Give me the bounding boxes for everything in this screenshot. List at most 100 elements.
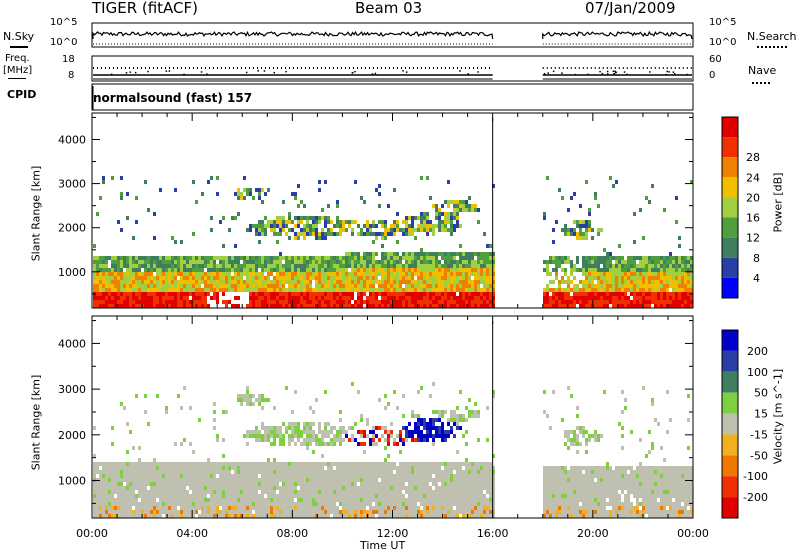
nave-dot: [165, 70, 168, 72]
cpid-panel-frame: [91, 83, 694, 111]
power-colorbar-swatch: [722, 257, 738, 278]
power-colorbar-tick: 20: [746, 191, 760, 204]
freq-panel-frame: [91, 55, 694, 82]
power-heatmap: [93, 176, 693, 308]
nave-dot: [206, 73, 208, 75]
freq-tick-bottom: 8: [68, 70, 75, 81]
velocity-heatmap: [93, 382, 693, 518]
nave-dot: [402, 70, 404, 72]
power-colorbar-tick: 28: [746, 151, 760, 164]
ytick-label: 2000: [58, 429, 86, 442]
nave-dot: [129, 71, 131, 73]
nave-dot: [615, 71, 617, 74]
nave-dot: [607, 73, 609, 75]
xaxis-title: Time UT: [360, 539, 406, 552]
nave-dot: [183, 73, 185, 76]
velocity-colorbar-tick: -100: [743, 470, 768, 483]
xtick-label: 00:00: [677, 527, 709, 540]
nave-dot: [477, 71, 479, 73]
nsearch-label: N.Search: [747, 30, 797, 43]
velocity-colorbar-swatch: [722, 497, 738, 518]
nave-dot: [626, 73, 628, 76]
nave-dot: [273, 71, 275, 74]
velocity-colorbar-tick: 50: [754, 387, 768, 400]
nave-label: Nave: [748, 64, 777, 77]
nave-dot: [547, 72, 549, 74]
velocity-colorbar-tick: 200: [747, 345, 768, 358]
nave-dot: [612, 70, 615, 72]
nave-dot: [285, 70, 287, 73]
power-colorbar-tick: 24: [746, 171, 760, 184]
power-colorbar-swatch: [722, 197, 738, 218]
velocity-colorbar-tick: -50: [750, 449, 768, 462]
nave-dot: [574, 73, 577, 76]
nave-dot: [614, 70, 616, 73]
nave-dot: [561, 72, 563, 74]
nsky-underline: [10, 46, 28, 48]
nave-dot: [668, 71, 670, 73]
nave-dot: [552, 70, 555, 73]
power-colorbar-label: Power [dB]: [771, 172, 785, 233]
nave-dot: [245, 71, 248, 74]
power-colorbar-swatch: [722, 277, 738, 298]
nsky-tick-bottom: 10^0: [50, 37, 78, 48]
velocity-colorbar-swatch: [722, 371, 738, 393]
nsearch-tick-bottom: 10^0: [709, 37, 737, 48]
nave-dot: [665, 73, 667, 76]
velocity-colorbar-frame: [721, 329, 739, 519]
nave-tick-top: 60: [709, 54, 722, 65]
nave-dot: [374, 72, 377, 75]
power-colorbar-frame: [721, 116, 739, 299]
power-colorbar-tick: 4: [753, 272, 760, 285]
nave-dot: [686, 73, 688, 76]
ytick-label: 4000: [58, 133, 86, 146]
nave-dot: [587, 73, 589, 76]
velocity-colorbar-swatch: [722, 476, 738, 498]
nave-dot: [257, 70, 259, 72]
nave-dot: [673, 73, 676, 75]
power-ylabel: Slant Range [km]: [29, 165, 43, 262]
nsky-panel-frame: [91, 22, 694, 48]
nave-dot: [467, 73, 469, 75]
power-colorbar-swatch: [722, 217, 738, 238]
nsky-label: N.Sky: [3, 30, 35, 43]
nave-dot: [405, 71, 408, 73]
nave-dot: [672, 71, 675, 73]
nave-dotted-line: [752, 82, 770, 84]
power-colorbar-swatch: [722, 157, 738, 178]
power-colorbar-swatch: [722, 237, 738, 258]
ytick-label: 2000: [58, 222, 86, 235]
xtick-label: 04:00: [176, 527, 208, 540]
nave-dot: [168, 70, 171, 72]
nave-dot: [125, 72, 128, 74]
nave-dot: [110, 73, 113, 76]
nave-dot: [649, 71, 651, 73]
power-colorbar-tick: 12: [746, 232, 760, 245]
velocity-colorbar-tick: -200: [743, 491, 768, 504]
velocity-colorbar-swatch: [722, 434, 738, 456]
ytick-label: 3000: [58, 383, 86, 396]
freq-tick-top: 18: [62, 54, 75, 65]
nave-dot: [200, 71, 203, 73]
xtick-label: 16:00: [477, 527, 509, 540]
power-colorbar-swatch: [722, 117, 738, 138]
velocity-colorbar-tick: 15: [754, 408, 768, 421]
xtick-label: 20:00: [577, 527, 609, 540]
velocity-colorbar-swatch: [722, 350, 738, 372]
date-label: 07/Jan/2009: [585, 0, 676, 17]
power-colorbar-tick: 16: [746, 212, 760, 225]
velocity-colorbar-swatch: [722, 413, 738, 435]
velocity-colorbar-tick: 100: [747, 366, 768, 379]
ytick-label: 1000: [58, 475, 86, 488]
nave-dot: [351, 72, 354, 74]
velocity-colorbar-swatch: [722, 392, 738, 414]
nave-dot: [459, 70, 461, 72]
ytick-label: 1000: [58, 266, 86, 279]
nave-dot: [599, 70, 601, 73]
velocity-ylabel: Slant Range [km]: [29, 374, 43, 471]
ytick-label: 4000: [58, 337, 86, 350]
radar-title: TIGER (fitACF): [92, 0, 199, 17]
nave-dot: [606, 70, 609, 73]
nave-dot: [601, 72, 604, 75]
